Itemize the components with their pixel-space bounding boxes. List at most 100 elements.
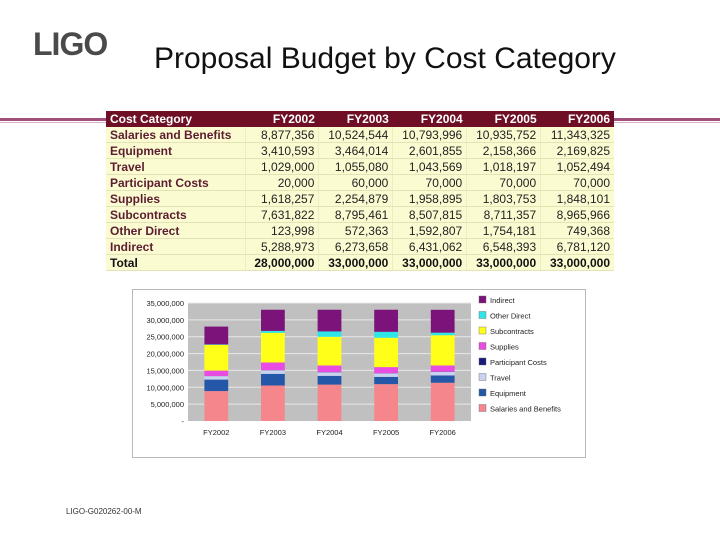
bar-segment	[261, 385, 285, 421]
table-cell: 60,000	[318, 174, 393, 191]
table-cell: 70,000	[466, 174, 541, 191]
y-tick-label: 30,000,000	[146, 316, 184, 325]
table-cell: 10,935,752	[466, 127, 541, 143]
table-cell: 33,000,000	[392, 254, 467, 271]
legend-label: Supplies	[490, 343, 519, 352]
table-cell: 1,958,895	[392, 190, 467, 207]
table-row: Equipment 3,410,593 3,464,014 2,601,855 2,15…	[106, 142, 614, 159]
bar-segment	[317, 384, 342, 421]
x-tick-label: FY2003	[260, 428, 286, 437]
y-tick-label: 5,000,000	[151, 400, 184, 409]
table-cell: 123,998	[244, 222, 319, 239]
table-cell: 33,000,000	[540, 254, 614, 271]
legend-swatch	[478, 404, 487, 412]
table-cell: 6,548,393	[466, 238, 541, 255]
table-cell: 1,029,000	[244, 158, 319, 175]
table-cell: 572,363	[318, 222, 393, 239]
table-row-label: Supplies	[106, 190, 245, 207]
table-row: Salaries and Benefits 8,877,356 10,524,544…	[106, 127, 614, 143]
table-row-label: Total	[106, 254, 245, 271]
bar-segment	[261, 370, 285, 374]
table-row-label: Travel	[106, 158, 245, 175]
bar-segment	[374, 373, 398, 377]
legend-label: Participant Costs	[490, 358, 547, 367]
bar-segment	[317, 365, 342, 373]
bar-segment	[204, 376, 229, 380]
y-tick-label: 35,000,000	[146, 299, 184, 308]
bar-segment	[317, 309, 342, 332]
bar-segment	[204, 370, 229, 377]
table-row-label: Participant Costs	[106, 174, 245, 191]
table-cell: 749,368	[540, 222, 614, 239]
legend-label: Salaries and Benefits	[490, 405, 561, 414]
header-fy2002: FY2002	[245, 111, 319, 127]
bar-segment	[374, 384, 398, 421]
table-cell: 1,043,569	[392, 158, 467, 175]
bar-segment	[430, 332, 455, 336]
table-row: Subcontracts 7,631,822 8,795,461 8,507,815 8…	[106, 206, 614, 223]
bar-segment	[430, 371, 455, 376]
x-tick-label: FY2002	[203, 428, 229, 437]
bar-segment	[204, 379, 229, 392]
ligo-logo: LIGO	[33, 26, 108, 62]
header-fy2004: FY2004	[392, 111, 467, 127]
header-cost-category: Cost Category	[106, 111, 245, 127]
legend-swatch	[478, 388, 487, 397]
header-fy2005: FY2005	[466, 111, 541, 127]
legend-swatch	[478, 295, 487, 304]
x-tick-label: FY2004	[316, 428, 342, 437]
table-row-label: Other Direct	[106, 222, 245, 239]
legend-swatch	[478, 311, 487, 319]
legend-label: Equipment	[490, 389, 527, 398]
table-cell: 5,288,973	[244, 238, 319, 255]
legend-swatch	[478, 357, 487, 366]
table-cell: 1,803,753	[466, 190, 541, 207]
table-cell: 10,524,544	[318, 127, 393, 143]
legend-label: Travel	[490, 374, 511, 383]
legend-swatch	[478, 373, 487, 381]
y-tick-label: 15,000,000	[146, 366, 184, 375]
stacked-bar-chart: 35,000,000 30,000,000 25,000,000 20,000,000…	[132, 289, 586, 458]
table-cell: 7,631,822	[244, 206, 319, 223]
table-cell: 11,343,325	[540, 127, 614, 143]
table-cell: 1,754,181	[466, 222, 541, 239]
table-row: Participant Costs 20,000 60,000 70,000 70,00…	[106, 174, 614, 191]
table-cell: 28,000,000	[244, 254, 319, 271]
legend-label: Indirect	[490, 296, 516, 305]
table-row: Travel 1,029,000 1,055,080 1,043,569 1,018,1…	[106, 158, 614, 175]
bar-segment	[374, 376, 398, 385]
table-cell: 1,052,494	[540, 158, 614, 175]
bar-segment	[261, 309, 285, 331]
document-id: LIGO-G020262-00-M	[66, 507, 142, 516]
bar-segment	[374, 309, 398, 332]
table-cell: 2,254,879	[318, 190, 393, 207]
table-cell: 1,055,080	[318, 158, 393, 175]
table-cell: 8,877,356	[244, 127, 319, 143]
table-row-label: Indirect	[106, 238, 245, 255]
table-cell: 3,464,014	[318, 142, 393, 159]
bar-segment	[430, 382, 455, 421]
bar-segment	[430, 375, 455, 383]
bar-segment	[204, 344, 229, 371]
bar-segment	[374, 367, 398, 374]
legend-label: Other Direct	[490, 312, 531, 321]
table-cell: 8,711,357	[466, 206, 541, 223]
chart-svg: 35,000,000 30,000,000 25,000,000 20,000,000…	[146, 295, 561, 437]
table-row: Other Direct 123,998 572,363 1,592,807 1,754…	[106, 222, 614, 239]
header-fy2006: FY2006	[540, 111, 614, 127]
y-tick-label: 25,000,000	[146, 333, 184, 342]
x-tick-label: FY2005	[373, 428, 399, 437]
y-tick-label: -	[182, 417, 185, 426]
budget-table: Cost Category FY2002 FY2003 FY2004 FY200…	[106, 111, 614, 271]
header-fy2003: FY2003	[318, 111, 393, 127]
table-cell: 1,592,807	[392, 222, 467, 239]
table-cell: 6,273,658	[318, 238, 393, 255]
y-tick-label: 10,000,000	[146, 383, 184, 392]
bar-segment	[204, 391, 229, 421]
bar-segment	[430, 365, 455, 372]
table-header-row: Cost Category FY2002 FY2003 FY2004 FY200…	[106, 111, 614, 127]
bar-segment	[430, 335, 455, 366]
bar-segment	[317, 331, 342, 337]
bar-segment	[317, 336, 342, 366]
slide-title: Proposal Budget by Cost Category	[154, 42, 616, 75]
